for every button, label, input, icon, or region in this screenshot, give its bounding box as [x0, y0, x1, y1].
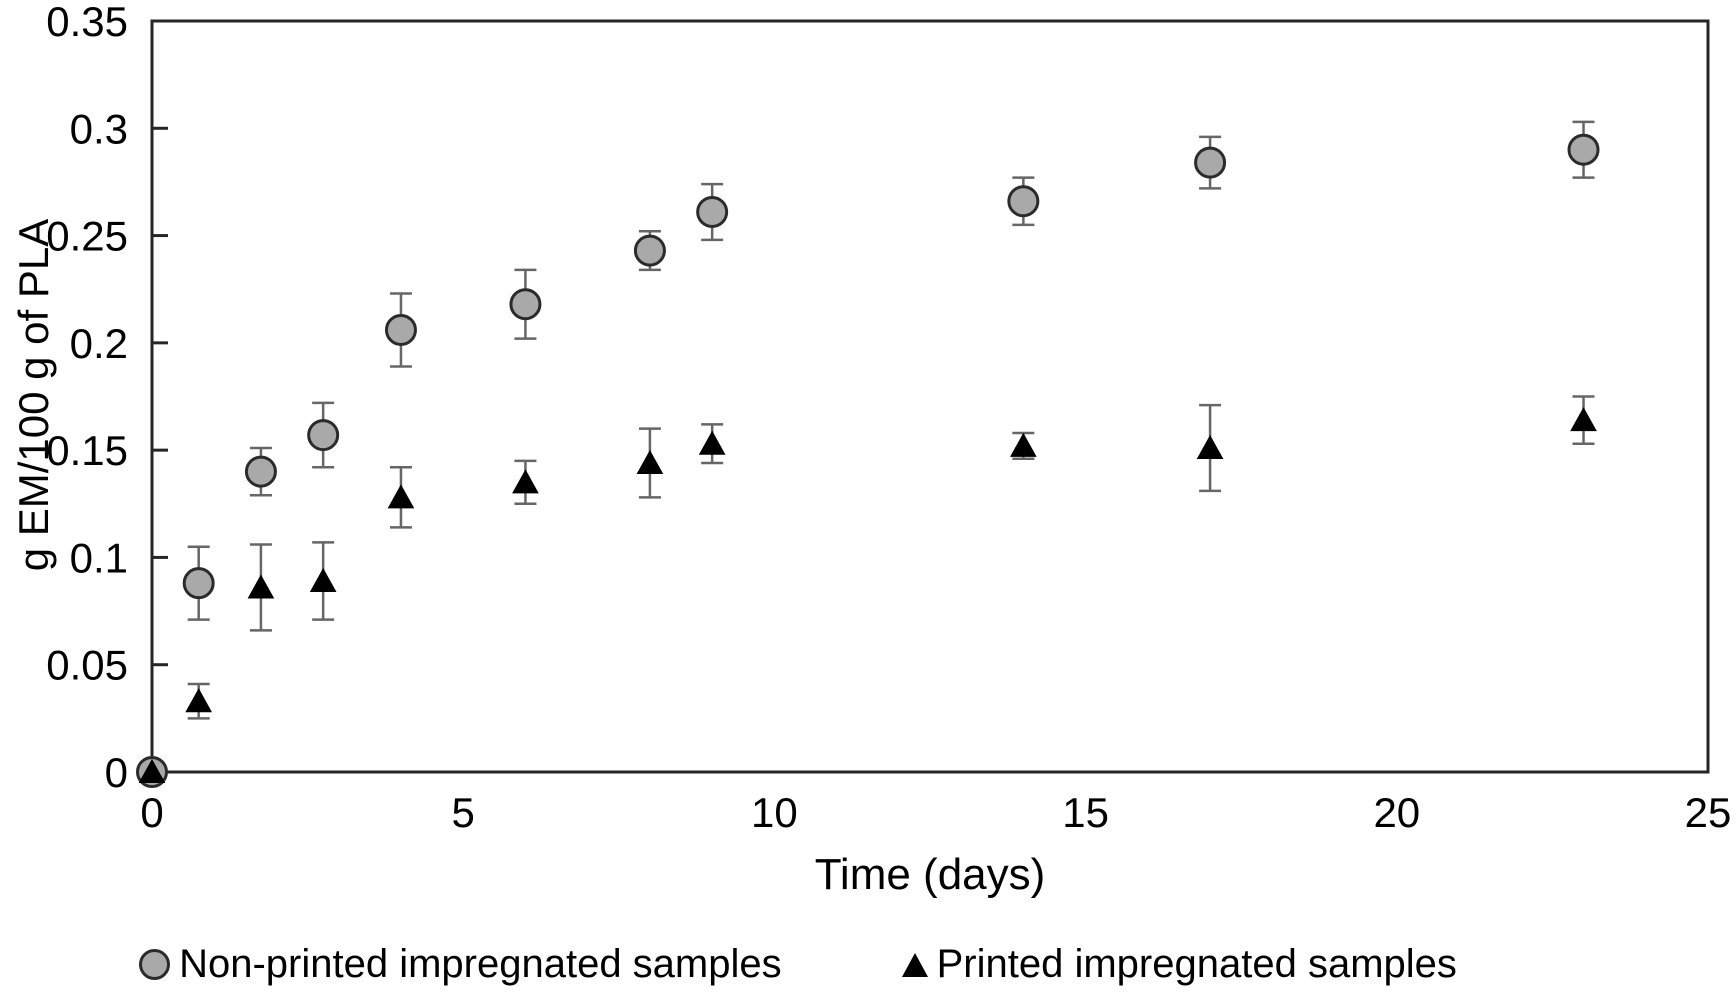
x-tick-label: 0 [140, 789, 163, 836]
y-tick-label: 0.15 [46, 427, 128, 474]
data-point-circle [182, 567, 215, 600]
data-point-triangle [247, 574, 275, 599]
y-tick-label: 0.1 [70, 534, 128, 581]
data-point-circle [307, 419, 340, 452]
chart-legend: Non-printed impregnated samples Printed … [0, 942, 1666, 987]
x-tick-label: 5 [452, 789, 475, 836]
data-point-circle [509, 288, 542, 321]
circle-marker-icon [139, 949, 171, 980]
legend-label-non-printed: Non-printed impregnated samples [179, 942, 782, 986]
data-point-triangle [698, 430, 726, 455]
data-point-triangle [512, 469, 539, 494]
plot-frame [150, 19, 1710, 774]
x-tick-label: 15 [1062, 789, 1109, 836]
data-point-circle [1194, 146, 1227, 179]
data-point-circle [384, 313, 417, 346]
y-tick-label: 0.25 [46, 213, 128, 260]
y-tick-label: 0.35 [46, 0, 128, 45]
x-tick-label: 25 [1685, 789, 1732, 836]
data-point-circle [244, 455, 277, 488]
x-tick-label: 20 [1373, 789, 1420, 836]
x-tick-label: 10 [751, 789, 798, 836]
data-point-circle [1007, 185, 1040, 218]
data-point-circle [1567, 133, 1600, 166]
data-point-triangle [1196, 434, 1224, 459]
data-point-circle [633, 234, 666, 267]
y-tick-label: 0.05 [46, 642, 128, 689]
data-point-triangle [309, 568, 337, 593]
x-axis-title: Time (days) [814, 850, 1046, 899]
data-point-triangle [1570, 407, 1597, 432]
triangle-marker-icon [901, 952, 928, 977]
legend-label-printed: Printed impregnated samples [936, 942, 1457, 986]
data-point-triangle [1010, 432, 1037, 457]
y-tick-label: 0 [105, 749, 128, 796]
y-tick-label: 0.3 [70, 105, 128, 152]
data-point-circle [696, 195, 729, 228]
data-point-triangle [636, 449, 664, 475]
data-point-triangle [387, 484, 415, 509]
y-tick-label: 0.2 [70, 320, 128, 367]
y-axis-title: g EM/100 g of PLA [10, 218, 57, 572]
legend-item-printed: Printed impregnated samples [901, 942, 1457, 987]
data-point-triangle [138, 758, 166, 783]
data-point-triangle [185, 688, 213, 713]
legend-item-non-printed: Non-printed impregnated samples [139, 942, 782, 987]
